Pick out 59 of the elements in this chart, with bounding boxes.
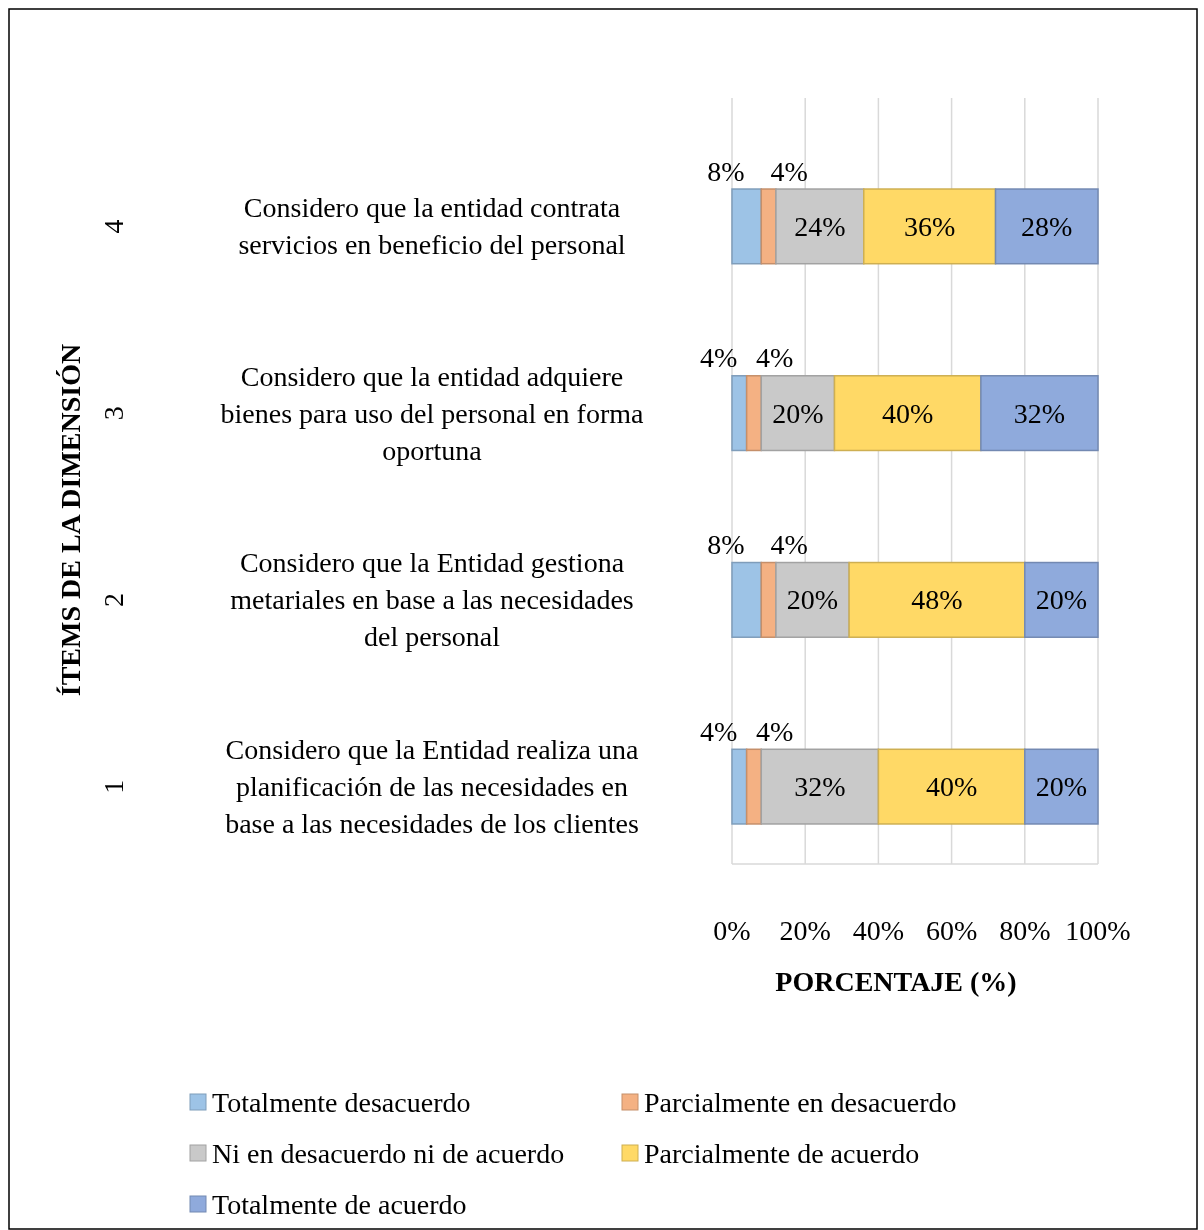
bar [760, 748, 880, 825]
x-tick-label: 20% [779, 914, 831, 946]
x-axis-title: PORCENTAJE (%) [775, 965, 1017, 997]
text: 1 [97, 779, 129, 794]
bar [775, 561, 850, 638]
bar [731, 561, 763, 638]
bar [760, 375, 836, 452]
x-tick-label: 100% [1065, 914, 1131, 946]
data-label: 20% [772, 397, 824, 429]
data-label: 32% [794, 771, 846, 803]
legend-label: Totalmente desacuerdo [212, 1086, 471, 1118]
data-label: 8% [707, 529, 745, 561]
legend-label: Parcialmente de acuerdo [644, 1137, 920, 1169]
data-label: 28% [1021, 210, 1073, 242]
data-label: 24% [794, 210, 846, 242]
y-tick-label: Considero que la Entidad gestiona metariales en base a las necesidades del personal [230, 547, 634, 653]
data-label: 20% [1035, 584, 1088, 616]
y-axis-title: ÍTEMS DE LA DIMENSIÓN [54, 343, 86, 697]
bar [745, 748, 763, 825]
bar [833, 375, 982, 452]
x-tick-label: 0% [713, 914, 751, 946]
bar [775, 188, 865, 265]
data-label: 36% [903, 210, 956, 242]
data-label: 4% [770, 529, 808, 561]
data-label: 4% [770, 155, 808, 187]
text: 4 [97, 219, 129, 234]
data-label: 40% [882, 397, 934, 429]
y-tick-label: Considero que la Entidad realiza una planificación de las necesidades en base a las necesidades de los clientes [225, 734, 639, 840]
x-tick-label: 80% [999, 914, 1051, 946]
y-tick-label: Considero que la entidad contrata servicios en beneficio del personal [238, 192, 626, 261]
legend-label: Ni en desacuerdo ni de acuerdo [212, 1137, 565, 1169]
bar [994, 188, 1099, 265]
bar [848, 561, 1026, 638]
data-label: 8% [707, 155, 745, 187]
data-label: 40% [925, 771, 978, 803]
data-label: 20% [786, 584, 839, 616]
legend-label: Parcialmente en desacuerdo [644, 1086, 957, 1118]
x-tick-label: 40% [852, 914, 905, 946]
bar [877, 748, 1026, 825]
legend-label: Totalmente de acuerdo [212, 1188, 467, 1220]
bar [731, 375, 748, 452]
bar [1024, 748, 1099, 825]
text: 3 [97, 406, 129, 421]
data-label: 4% [755, 715, 794, 747]
data-label: 48% [911, 584, 963, 616]
bar [1024, 561, 1099, 638]
y-tick-label: Considero que la entidad adquiere bienes para uso del personal en forma oportuna [220, 360, 645, 466]
data-label: 20% [1035, 771, 1088, 803]
data-label: 4% [699, 715, 738, 747]
bar [863, 188, 997, 265]
bar [731, 188, 763, 265]
data-label: 4% [755, 342, 794, 374]
data-label: 32% [1013, 397, 1066, 429]
text: 2 [97, 592, 129, 607]
bar [731, 748, 748, 825]
data-label: 4% [699, 342, 738, 374]
bar [980, 375, 1099, 452]
bar [745, 375, 763, 452]
x-tick-label: 60% [925, 914, 978, 946]
